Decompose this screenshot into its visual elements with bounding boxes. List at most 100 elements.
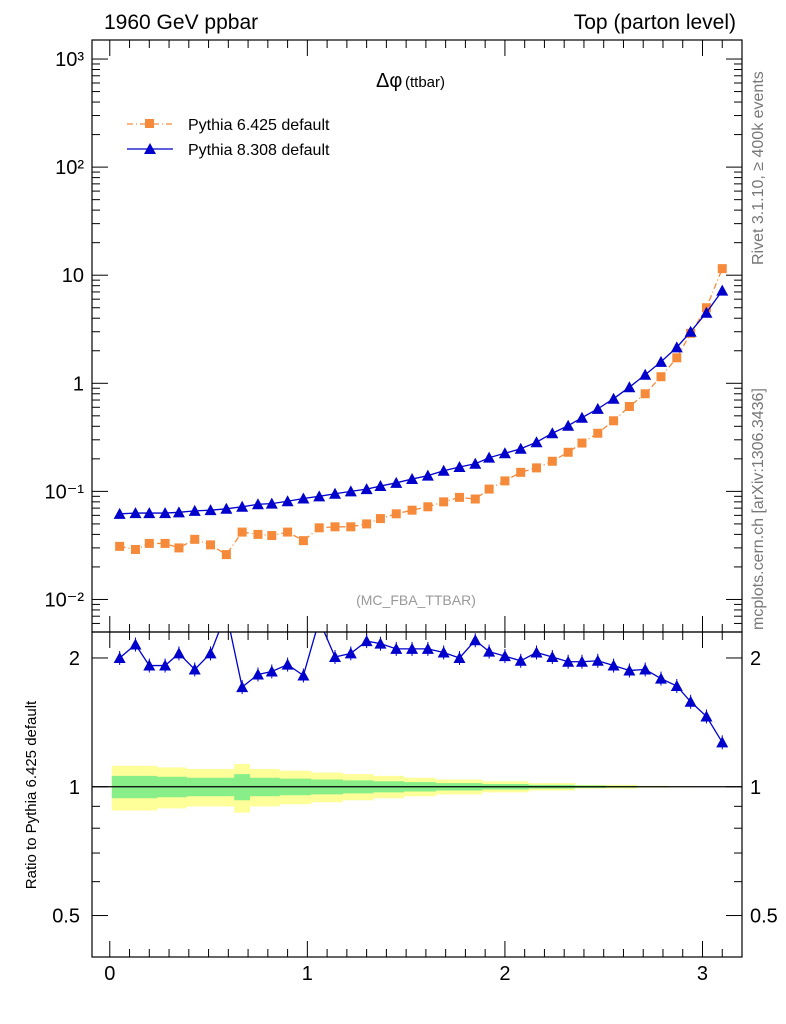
ratio-point: [670, 679, 683, 691]
process-title: Top (parton level): [574, 11, 736, 34]
pythia6-point: [609, 416, 619, 426]
ratio-point: [172, 647, 185, 659]
pythia6-point: [470, 494, 480, 504]
ratio-ytick-label-right: 0.5: [750, 906, 778, 928]
pythia8-point: [607, 392, 620, 404]
ratio-point: [546, 651, 559, 663]
ratio-point: [251, 668, 264, 680]
ratio-point: [281, 658, 294, 670]
pythia8-point: [469, 457, 482, 469]
pythia8-point: [172, 506, 185, 518]
ratio-point: [639, 663, 652, 675]
main-ytick-label: 1: [73, 373, 84, 395]
ratio-point: [265, 665, 278, 677]
pythia8-point: [251, 498, 264, 510]
pythia6-point: [221, 550, 231, 560]
legend-pythia6-label: Pythia 6.425 default: [188, 117, 330, 134]
pythia8-point: [670, 341, 683, 353]
pythia6-point: [532, 463, 542, 473]
pythia6-point: [547, 456, 557, 466]
main-ytick-label: 10: [62, 265, 84, 287]
ratio-point: [716, 736, 729, 748]
plot-title-suffix: (ttbar): [405, 74, 445, 91]
xtick-label: 2: [499, 963, 510, 985]
ratio-point: [188, 663, 201, 675]
ratio-frame: [91, 631, 743, 958]
pythia6-point: [253, 529, 263, 539]
pythia8-point: [313, 490, 326, 502]
ratio-point: [700, 710, 713, 722]
pythia6-line: [119, 268, 723, 556]
pythia6-point: [454, 492, 464, 502]
pythia6-point: [577, 438, 587, 448]
ratio-point: [159, 659, 172, 671]
pythia6-point: [362, 519, 372, 529]
pythia8-point: [360, 483, 373, 495]
ratio-point: [469, 634, 482, 646]
pythia6-point: [375, 514, 385, 524]
ratio-series-layer: [113, 607, 729, 750]
pythia8-point: [437, 464, 450, 476]
pythia6-point: [130, 544, 140, 554]
pythia8-point: [498, 447, 511, 459]
main-ytick-label: 10³: [55, 49, 84, 71]
ratio-point: [498, 650, 511, 662]
ratio-point: [530, 646, 543, 658]
pythia8-point: [530, 436, 543, 448]
ratio-ytick-label-right: 2: [750, 648, 761, 670]
pythia6-point: [563, 447, 573, 457]
pythia6-point: [717, 264, 727, 274]
source-label: mcplots.cern.ch [arXiv:1306.3436]: [750, 388, 767, 630]
ratio-point: [143, 659, 156, 671]
ratio-point: [204, 647, 217, 659]
pythia8-point: [188, 504, 201, 516]
ratio-point: [313, 614, 325, 625]
pythia8-point: [514, 442, 527, 454]
ratio-point: [374, 637, 387, 649]
pythia6-point: [624, 401, 634, 411]
pythia8-point: [623, 381, 636, 393]
pythia8-point: [591, 402, 604, 414]
ratio-point: [236, 681, 249, 693]
pythia6-point: [314, 523, 324, 533]
ratio-point: [684, 695, 697, 707]
legend-pythia8-marker: [144, 143, 156, 154]
pythia8-point: [220, 502, 233, 514]
ratio-line: [119, 632, 723, 743]
legend-pythia8-label: Pythia 8.308 default: [188, 142, 330, 159]
pythia6-point: [593, 428, 603, 438]
pythia8-point: [265, 497, 278, 509]
pythia8-point: [204, 504, 217, 516]
ratio-point: [220, 607, 232, 618]
ratio-point: [129, 638, 142, 650]
ratio-point: [562, 655, 575, 667]
pythia6-point: [407, 505, 417, 515]
xtick-label: 3: [697, 963, 708, 985]
ratio-point: [607, 659, 620, 671]
pythia8-point: [421, 469, 434, 481]
main-series-layer: [113, 264, 729, 560]
pythia6-point: [516, 467, 526, 477]
pythia6-point: [190, 534, 200, 544]
pythia6-point: [237, 527, 247, 537]
pythia8-point: [700, 306, 713, 318]
pythia6-point: [439, 497, 449, 507]
pythia6-point: [500, 476, 510, 486]
ratio-point: [654, 672, 667, 684]
pythia6-point: [346, 522, 356, 532]
pythia8-point: [374, 480, 387, 492]
xtick-label: 1: [302, 963, 313, 985]
ratio-point: [453, 651, 466, 663]
pythia8-point: [390, 476, 403, 488]
pythia6-point: [672, 353, 682, 363]
pythia8-point: [483, 451, 496, 463]
pythia6-point: [330, 522, 340, 532]
ratio-ylabel: Ratio to Pythia 6.425 default: [23, 700, 40, 889]
pythia8-point: [406, 473, 419, 485]
ratio-axes: 0.5 0.5 1 1 2 2 0 1 2 3: [52, 632, 778, 985]
ratio-point: [390, 642, 403, 654]
analysis-label: (MC_FBA_TTBAR): [356, 592, 476, 608]
ratio-point: [575, 655, 588, 667]
energy-title: 1960 GeV ppbar: [104, 11, 258, 34]
